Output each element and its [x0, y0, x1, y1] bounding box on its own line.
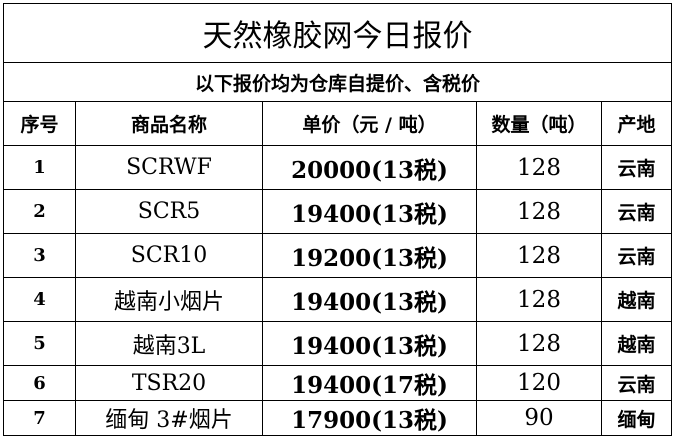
header-no: 序号 — [3, 101, 76, 146]
cell-origin: 云南 — [601, 233, 672, 278]
cell-origin: 云南 — [601, 145, 672, 190]
cell-price: 20000(13税) — [262, 145, 477, 190]
cell-price: 19400(17税) — [262, 365, 477, 401]
header-row: 序号 商品名称 单价（元 / 吨） 数量（吨） 产地 — [3, 101, 672, 146]
cell-qty: 128 — [476, 321, 602, 366]
cell-price: 19400(13税) — [262, 277, 477, 322]
cell-price: 17900(13税) — [262, 400, 477, 436]
cell-qty: 90 — [476, 400, 602, 436]
cell-qty: 120 — [476, 365, 602, 401]
cell-no: 5 — [3, 321, 76, 366]
cell-no: 1 — [3, 145, 76, 190]
table-subtitle: 以下报价均为仓库自提价、含税价 — [3, 62, 672, 102]
cell-price: 19400(13税) — [262, 189, 477, 234]
table-row: 3 SCR10 19200(13税) 128 云南 — [3, 233, 672, 278]
cell-name: 越南3L — [75, 321, 263, 366]
cell-price: 19400(13税) — [262, 321, 477, 366]
table-row: 6 TSR20 19400(17税) 120 云南 — [3, 365, 672, 401]
cell-qty: 128 — [476, 233, 602, 278]
header-name: 商品名称 — [75, 101, 263, 146]
price-table: 天然橡胶网今日报价 以下报价均为仓库自提价、含税价 序号 商品名称 单价（元 /… — [3, 3, 672, 436]
cell-origin: 云南 — [601, 189, 672, 234]
cell-qty: 128 — [476, 145, 602, 190]
cell-price: 19200(13税) — [262, 233, 477, 278]
table-row: 1 SCRWF 20000(13税) 128 云南 — [3, 145, 672, 190]
table-title: 天然橡胶网今日报价 — [3, 3, 672, 63]
table-row: 7 缅甸 3#烟片 17900(13税) 90 缅甸 — [3, 400, 672, 436]
table-row: 2 SCR5 19400(13税) 128 云南 — [3, 189, 672, 234]
table-row: 4 越南小烟片 19400(13税) 128 越南 — [3, 277, 672, 322]
cell-origin: 越南 — [601, 321, 672, 366]
cell-origin: 越南 — [601, 277, 672, 322]
cell-origin: 缅甸 — [601, 400, 672, 436]
cell-name: 越南小烟片 — [75, 277, 263, 322]
header-origin: 产地 — [601, 101, 672, 146]
cell-no: 2 — [3, 189, 76, 234]
cell-origin: 云南 — [601, 365, 672, 401]
header-qty: 数量（吨） — [476, 101, 602, 146]
cell-qty: 128 — [476, 277, 602, 322]
table-row: 5 越南3L 19400(13税) 128 越南 — [3, 321, 672, 366]
cell-no: 3 — [3, 233, 76, 278]
cell-name: SCR10 — [75, 233, 263, 278]
cell-name: SCRWF — [75, 145, 263, 190]
cell-name: SCR5 — [75, 189, 263, 234]
header-price: 单价（元 / 吨） — [262, 101, 477, 146]
cell-qty: 128 — [476, 189, 602, 234]
cell-no: 4 — [3, 277, 76, 322]
cell-no: 7 — [3, 400, 76, 436]
cell-no: 6 — [3, 365, 76, 401]
cell-name: 缅甸 3#烟片 — [75, 400, 263, 436]
cell-name: TSR20 — [75, 365, 263, 401]
